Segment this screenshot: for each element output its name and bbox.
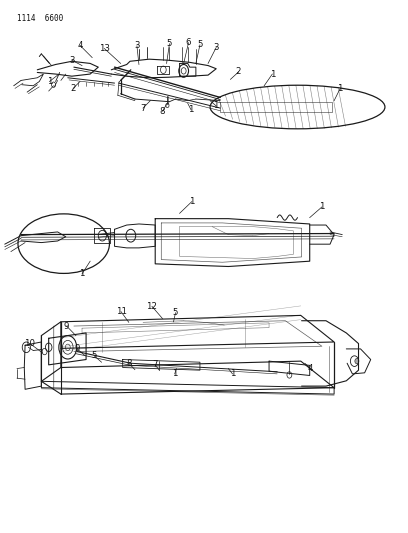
Text: 8: 8 <box>126 359 131 368</box>
Text: 5: 5 <box>173 308 178 317</box>
Text: 3: 3 <box>69 56 75 64</box>
Text: 3: 3 <box>134 42 140 51</box>
Text: 10: 10 <box>24 339 35 348</box>
Text: 13: 13 <box>99 44 110 53</box>
Text: 1: 1 <box>213 101 219 110</box>
Text: 1: 1 <box>47 77 52 86</box>
Text: 1: 1 <box>79 270 85 278</box>
Text: 1: 1 <box>230 369 235 378</box>
Circle shape <box>355 359 359 364</box>
Text: 2: 2 <box>70 84 76 93</box>
Text: 1: 1 <box>172 369 177 378</box>
Text: 11: 11 <box>115 307 126 316</box>
Text: 1: 1 <box>319 203 325 212</box>
Text: 1: 1 <box>189 197 195 206</box>
Text: 1: 1 <box>337 84 343 93</box>
Text: 9: 9 <box>74 344 80 353</box>
Text: 3: 3 <box>213 43 219 52</box>
Text: 2: 2 <box>236 68 241 76</box>
Text: 1: 1 <box>270 70 275 78</box>
Text: 1: 1 <box>188 105 194 114</box>
Text: 1114  6600: 1114 6600 <box>17 14 63 23</box>
Text: 7: 7 <box>153 360 158 369</box>
Text: 5: 5 <box>167 39 172 49</box>
Text: 6: 6 <box>186 38 191 47</box>
Text: 5: 5 <box>197 41 203 50</box>
Text: 8: 8 <box>160 107 165 116</box>
Text: 5: 5 <box>91 351 97 360</box>
Text: 4: 4 <box>308 364 313 373</box>
Text: 12: 12 <box>146 302 157 311</box>
Text: 9: 9 <box>64 321 69 330</box>
Text: 7: 7 <box>140 103 146 112</box>
Text: 4: 4 <box>77 41 83 50</box>
